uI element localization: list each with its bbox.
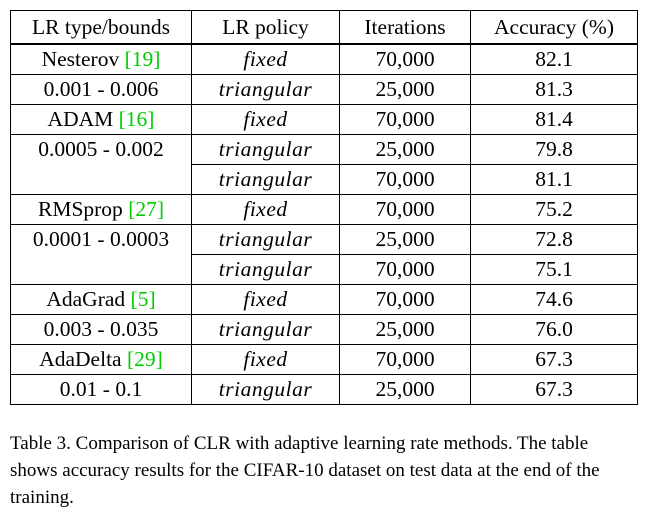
cell-iterations: 70,000 (339, 254, 471, 285)
table-row: 0.003 - 0.035 triangular 25,000 76.0 (10, 314, 638, 345)
cell-iterations: 25,000 (339, 224, 471, 255)
cell-iterations: 25,000 (339, 314, 471, 345)
cell-method: AdaGrad [5] (10, 284, 192, 315)
cell-accuracy: 67.3 (470, 344, 638, 375)
table-row: 0.0001 - 0.0003 triangular 25,000 72.8 (10, 224, 638, 255)
table-body: Nesterov [19] fixed 70,000 82.1 0.001 - 0.00… (10, 43, 638, 405)
cell-method: 0.0001 - 0.0003 (10, 224, 192, 255)
cell-accuracy: 82.1 (470, 43, 638, 75)
table-row: 0.001 - 0.006 triangular 25,000 81.3 (10, 74, 638, 105)
citation-link[interactable]: [19] (124, 47, 161, 71)
cell-accuracy: 75.1 (470, 254, 638, 285)
method-name: Nesterov (41, 47, 125, 71)
table-row: 0.0005 - 0.002 triangular 25,000 79.8 (10, 134, 638, 165)
header-lr-policy: LR policy (191, 10, 340, 45)
cell-lr-policy: triangular (191, 254, 340, 285)
method-name: 0.003 - 0.035 (43, 317, 159, 341)
cell-accuracy: 81.4 (470, 104, 638, 135)
cell-method: RMSprop [27] (10, 194, 192, 225)
cell-iterations: 70,000 (339, 284, 471, 315)
cell-lr-policy: fixed (191, 284, 340, 315)
cell-lr-policy: triangular (191, 224, 340, 255)
cell-accuracy: 81.1 (470, 164, 638, 195)
header-lr-type: LR type/bounds (10, 10, 192, 45)
header-iterations: Iterations (339, 10, 471, 45)
citation-link[interactable]: [16] (118, 107, 155, 131)
citation-link[interactable]: [29] (126, 347, 163, 371)
cell-lr-policy: triangular (191, 314, 340, 345)
cell-accuracy: 79.8 (470, 134, 638, 165)
cell-method: 0.01 - 0.1 (10, 374, 192, 405)
cell-iterations: 25,000 (339, 74, 471, 105)
cell-method: 0.001 - 0.006 (10, 74, 192, 105)
cell-method: AdaDelta [29] (10, 344, 192, 375)
cell-method (10, 164, 192, 195)
method-name: AdaDelta (39, 347, 127, 371)
cell-method: ADAM [16] (10, 104, 192, 135)
cell-iterations: 70,000 (339, 43, 471, 75)
cell-accuracy: 74.6 (470, 284, 638, 315)
table-row: ADAM [16] fixed 70,000 81.4 (10, 104, 638, 135)
table-caption: Table 3. Comparison of CLR with adaptive… (10, 433, 600, 508)
table-row: AdaGrad [5] fixed 70,000 74.6 (10, 284, 638, 315)
cell-method (10, 254, 192, 285)
cell-lr-policy: fixed (191, 104, 340, 135)
cell-iterations: 70,000 (339, 194, 471, 225)
cell-lr-policy: triangular (191, 74, 340, 105)
table-row: RMSprop [27] fixed 70,000 75.2 (10, 194, 638, 225)
cell-method: Nesterov [19] (10, 43, 192, 75)
cell-lr-policy: fixed (191, 43, 340, 75)
header-row: LR type/bounds LR policy Iterations Accu… (10, 10, 638, 45)
cell-lr-policy: fixed (191, 194, 340, 225)
cell-accuracy: 81.3 (470, 74, 638, 105)
cell-iterations: 70,000 (339, 164, 471, 195)
method-name: 0.0005 - 0.002 (38, 137, 164, 162)
method-name: AdaGrad (46, 287, 131, 311)
cell-method: 0.003 - 0.035 (10, 314, 192, 345)
cell-lr-policy: triangular (191, 164, 340, 195)
method-name: RMSprop (37, 197, 129, 221)
method-name: ADAM (47, 107, 119, 131)
cell-lr-policy: triangular (191, 374, 340, 405)
cell-iterations: 70,000 (339, 344, 471, 375)
cell-accuracy: 76.0 (470, 314, 638, 345)
method-name: 0.01 - 0.1 (59, 377, 143, 401)
results-table: LR type/bounds LR policy Iterations Accu… (10, 10, 638, 405)
table-row: Nesterov [19] fixed 70,000 82.1 (10, 43, 638, 75)
cell-lr-policy: fixed (191, 344, 340, 375)
citation-link[interactable]: [27] (128, 197, 165, 221)
citation-link[interactable]: [5] (130, 287, 156, 311)
cell-accuracy: 72.8 (470, 224, 638, 255)
cell-iterations: 25,000 (339, 134, 471, 165)
cell-method: 0.0005 - 0.002 (10, 134, 192, 165)
cell-iterations: 25,000 (339, 374, 471, 405)
cell-accuracy: 67.3 (470, 374, 638, 405)
table-row: triangular 70,000 75.1 (10, 254, 638, 285)
table-row: triangular 70,000 81.1 (10, 164, 638, 195)
cell-iterations: 70,000 (339, 104, 471, 135)
cell-accuracy: 75.2 (470, 194, 638, 225)
cell-lr-policy: triangular (191, 134, 340, 165)
table-row: AdaDelta [29] fixed 70,000 67.3 (10, 344, 638, 375)
method-name: 0.001 - 0.006 (43, 77, 159, 101)
header-accuracy: Accuracy (%) (470, 10, 638, 45)
method-name: 0.0001 - 0.0003 (32, 227, 170, 252)
table-row: 0.01 - 0.1 triangular 25,000 67.3 (10, 374, 638, 405)
